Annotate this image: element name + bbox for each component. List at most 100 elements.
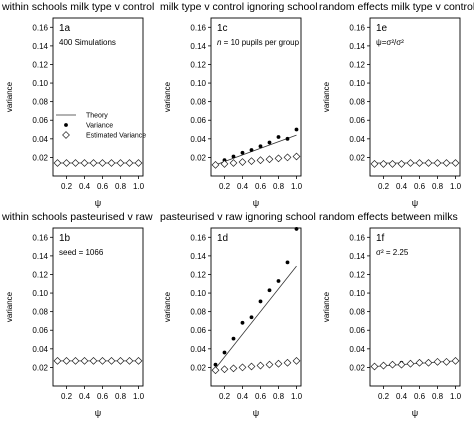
- y-tick-label: 0.02: [349, 363, 365, 372]
- estimated-variance-point: [265, 155, 274, 164]
- variance-point: [231, 336, 236, 341]
- estimated-variance-point: [415, 159, 424, 167]
- estimated-variance-point: [62, 159, 71, 167]
- estimated-variance-point: [415, 358, 424, 367]
- plot-frame: [210, 17, 302, 177]
- theory-line: [215, 134, 297, 166]
- y-tick-label: 0.08: [349, 308, 365, 317]
- estimated-variance-point: [107, 357, 116, 365]
- y-tick-label: 0.16: [190, 233, 206, 242]
- panel-annotation: σ² = 2.25: [376, 248, 409, 257]
- variance-point: [213, 362, 218, 367]
- x-tick-label: 0.2: [61, 392, 73, 401]
- y-tick-label: 0.02: [32, 363, 48, 372]
- panel-label: 1c: [217, 23, 228, 34]
- x-tick-label: 0.4: [396, 392, 408, 401]
- y-tick-label: 0.14: [32, 42, 48, 51]
- y-tick-label: 0.04: [32, 345, 48, 354]
- y-tick-label: 0.02: [190, 363, 206, 372]
- estimated-variance-point: [451, 159, 460, 167]
- chart-panel-1c: milk type v control ignoring school 1c n =…: [160, 1, 318, 208]
- y-tick-label: 0.08: [349, 98, 365, 107]
- estimated-variance-point: [397, 160, 406, 168]
- x-tick-label: 1.0: [133, 392, 145, 401]
- estimated-variance-point: [71, 357, 80, 365]
- estimated-variance-point: [134, 159, 143, 167]
- y-tick-label: 0.02: [349, 153, 365, 162]
- estimated-variance-point: [247, 362, 256, 371]
- variance-point: [294, 127, 299, 132]
- x-tick-label: 0.8: [115, 182, 127, 191]
- estimated-variance-point: [406, 359, 415, 368]
- y-tick-label: 0.14: [190, 252, 206, 261]
- variance-point: [249, 315, 254, 320]
- x-tick-label: 0.2: [219, 182, 231, 191]
- x-tick-label: 0.6: [97, 182, 109, 191]
- y-axis-label: variance: [5, 291, 14, 322]
- estimated-variance-point: [134, 357, 143, 365]
- annotation-text: = 10 pupils per group: [221, 38, 299, 47]
- x-tick-label: 0.4: [237, 392, 249, 401]
- x-tick-label: 0.2: [378, 182, 390, 191]
- y-tick-label: 0.16: [32, 23, 48, 32]
- plot-frame: [52, 17, 144, 177]
- y-tick-label: 0.06: [349, 326, 365, 335]
- variance-point: [222, 350, 227, 355]
- panel-title: random effects milk type v control: [319, 1, 474, 13]
- annotation-prefix: n: [217, 38, 222, 47]
- x-axis-label: ψ: [95, 408, 101, 418]
- panel-title: milk type v control ignoring school: [160, 1, 318, 13]
- legend-variance-swatch: [64, 123, 68, 127]
- x-tick-label: 0.6: [255, 392, 267, 401]
- variance-point: [258, 299, 263, 304]
- estimated-variance-point: [71, 159, 80, 167]
- estimated-variance-point: [220, 365, 229, 374]
- y-tick-label: 0.10: [32, 289, 48, 298]
- x-tick-label: 0.2: [219, 392, 231, 401]
- y-tick-label: 0.10: [190, 79, 206, 88]
- y-tick-label: 0.16: [349, 233, 365, 242]
- estimated-variance-point: [220, 160, 229, 168]
- x-tick-label: 0.6: [414, 392, 426, 401]
- legend-variance-label: Variance: [86, 123, 113, 130]
- estimated-variance-point: [229, 364, 238, 373]
- panel-title: pasteurised v raw ignoring school: [160, 211, 316, 223]
- estimated-variance-point: [53, 357, 62, 365]
- estimated-variance-point: [283, 153, 292, 162]
- variance-point: [249, 148, 254, 152]
- y-axis-label: variance: [163, 291, 172, 322]
- estimated-variance-point: [229, 159, 238, 167]
- y-tick-label: 0.12: [32, 270, 48, 279]
- estimated-variance-point: [292, 357, 301, 365]
- y-tick-label: 0.14: [349, 42, 365, 51]
- y-tick-label: 0.14: [190, 42, 206, 51]
- y-tick-label: 0.12: [190, 60, 206, 69]
- estimated-variance-point: [274, 154, 283, 163]
- x-tick-label: 0.8: [273, 392, 285, 401]
- y-axis-label: variance: [5, 81, 14, 112]
- estimated-variance-point: [211, 160, 220, 169]
- legend-estimated-label: Estimated Variance: [86, 133, 146, 140]
- y-tick-label: 0.06: [32, 116, 48, 125]
- x-tick-label: 0.8: [273, 182, 285, 191]
- x-tick-label: 0.8: [432, 182, 444, 191]
- chart-panel-1f: random effects between milks 1f σ² = 2.25 0…: [319, 211, 462, 418]
- x-tick-label: 0.4: [79, 392, 91, 401]
- estimated-variance-point: [247, 157, 256, 166]
- panel-title: random effects between milks: [319, 211, 458, 223]
- theory-line: [215, 265, 297, 369]
- x-tick-label: 0.2: [61, 182, 73, 191]
- x-tick-label: 1.0: [450, 392, 462, 401]
- panel-title: within schools milk type v control: [1, 1, 154, 13]
- variance-point: [285, 136, 290, 141]
- estimated-variance-point: [80, 357, 89, 365]
- x-tick-label: 0.4: [79, 182, 91, 191]
- panel-annotation: 400 Simulations: [59, 38, 116, 47]
- x-tick-label: 0.4: [396, 182, 408, 191]
- plot-frame: [369, 227, 461, 387]
- estimated-variance-point: [274, 359, 283, 368]
- theory-line: [374, 360, 456, 367]
- y-tick-label: 0.10: [349, 79, 365, 88]
- plot-frame: [210, 227, 302, 387]
- estimated-variance-point: [406, 159, 415, 167]
